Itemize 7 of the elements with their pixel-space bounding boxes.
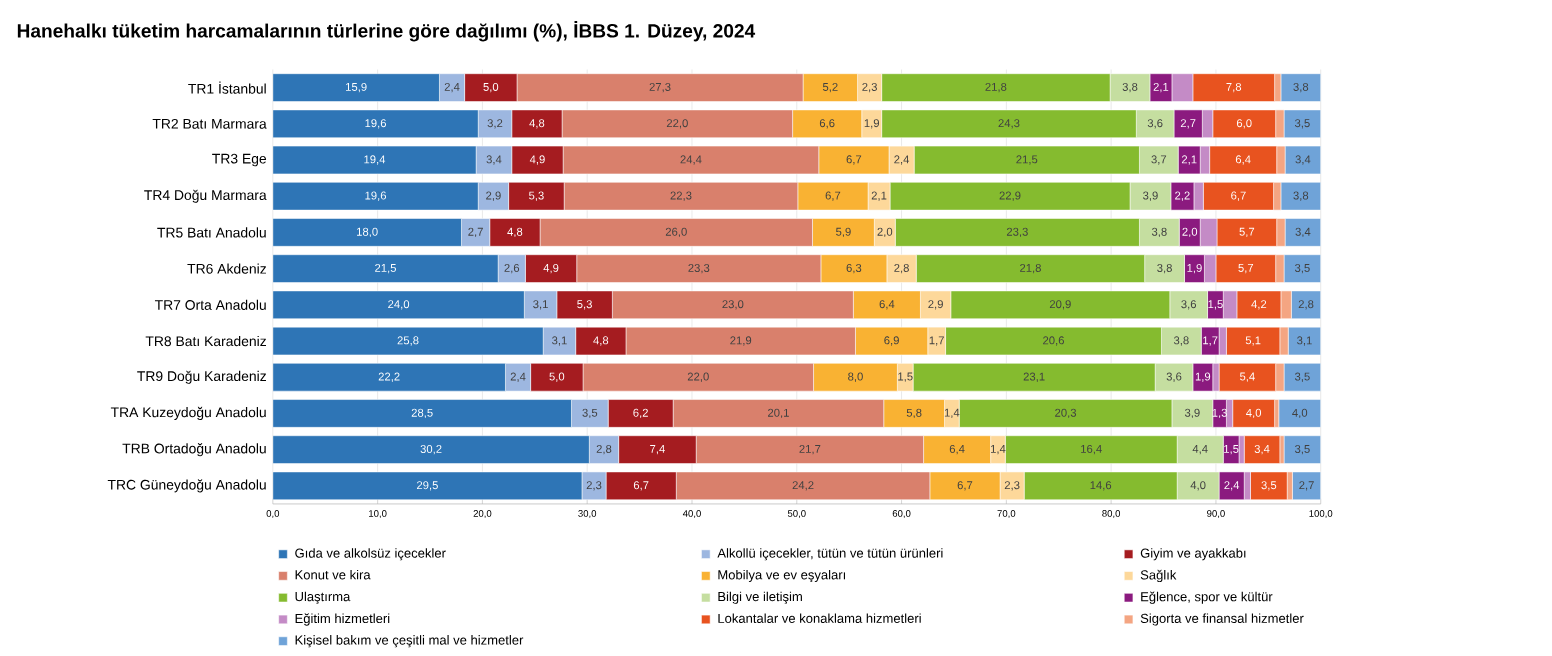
- bar: [1278, 399, 1321, 429]
- bar: [1232, 399, 1275, 429]
- bar: [1243, 435, 1281, 465]
- chart-title: Hanehalkı tüketim harcamalarının türlerine göre dağılımı (%), İBBS 1. Düzey, 2024: [17, 21, 756, 42]
- bar: [1250, 472, 1288, 501]
- bar: [1226, 327, 1281, 356]
- bar: [1203, 182, 1274, 211]
